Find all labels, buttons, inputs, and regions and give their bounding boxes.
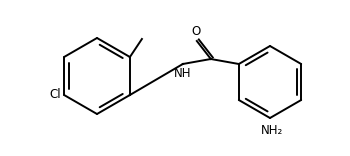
Text: NH: NH	[174, 67, 191, 80]
Text: Cl: Cl	[49, 88, 61, 102]
Text: O: O	[191, 25, 201, 38]
Text: NH₂: NH₂	[261, 124, 283, 137]
